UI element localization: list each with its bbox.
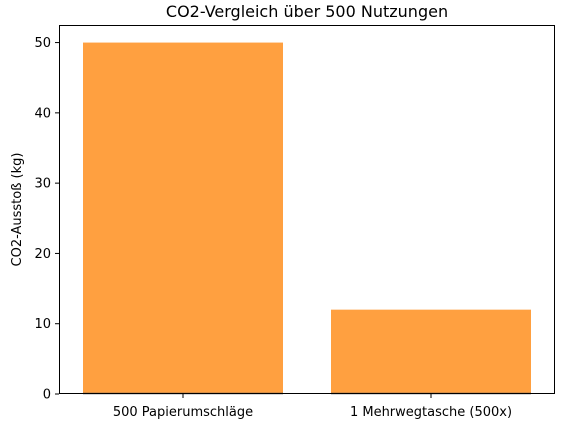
bar-1 (83, 42, 283, 394)
ticks-layer: 500 Papierumschläge 1 Mehrwegtasche (500x… (34, 36, 512, 420)
x-tick-label: 1 Mehrwegtasche (500x) (350, 405, 512, 420)
x-tick-label: 500 Papierumschläge (113, 405, 253, 420)
y-tick-label: 50 (34, 36, 51, 51)
bar-2 (331, 309, 531, 394)
y-tick-label: 40 (34, 106, 51, 121)
y-axis-title: CO2-Ausstoß (kg) (10, 153, 25, 267)
y-tick-label: 0 (43, 388, 51, 403)
bars-layer (83, 42, 531, 395)
plot-frame (59, 25, 555, 394)
y-tick-label: 20 (34, 247, 51, 262)
y-tick-label: 10 (34, 317, 51, 332)
y-tick-label: 30 (34, 177, 51, 192)
chart-title: CO2-Vergleich über 500 Nutzungen (166, 2, 448, 21)
